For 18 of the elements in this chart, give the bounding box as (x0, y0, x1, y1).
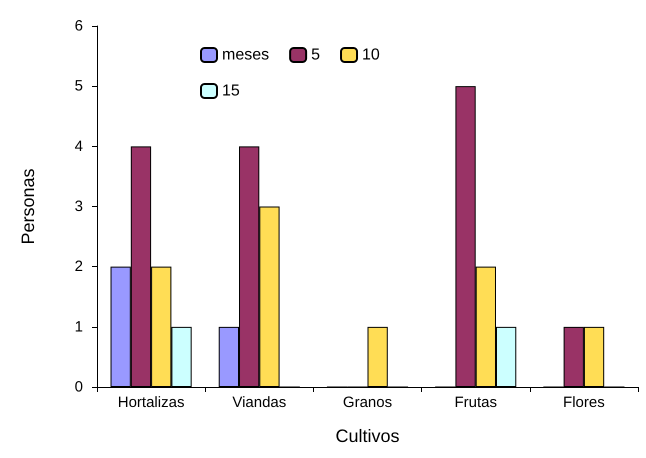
x-tick-label: Viandas (232, 394, 286, 411)
legend-label: 10 (362, 46, 380, 64)
y-tick-label: 4 (74, 138, 83, 155)
y-tick-label: 0 (74, 378, 83, 396)
legend-label: 15 (222, 82, 240, 100)
y-tick-label: 5 (74, 78, 83, 95)
y-tick-label: 2 (74, 258, 83, 276)
x-tick-label: Flores (563, 394, 605, 411)
legend-label: meses (222, 46, 270, 64)
y-tick-label: 6 (74, 18, 83, 34)
y-tick-label: 3 (74, 198, 83, 215)
x-axis-title: Cultivos (335, 426, 400, 446)
legend-label: 5 (311, 46, 320, 64)
y-tick-label: 1 (74, 318, 83, 336)
x-tick-label: Granos (342, 394, 392, 411)
y-axis-title: Personas (18, 168, 38, 245)
x-tick-label: Frutas (454, 394, 497, 411)
x-tick-label: Hortalizas (118, 394, 184, 411)
